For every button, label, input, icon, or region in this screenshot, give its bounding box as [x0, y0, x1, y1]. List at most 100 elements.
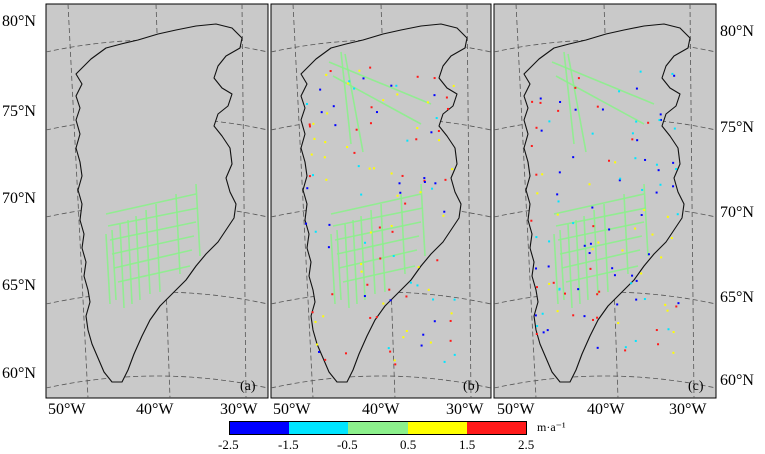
change-point: [558, 287, 561, 290]
change-point: [659, 113, 662, 116]
graticule-lat: [494, 375, 716, 389]
change-point: [655, 329, 658, 332]
ground-track: [557, 221, 645, 241]
change-point: [360, 193, 363, 196]
change-point: [393, 359, 396, 362]
colorbar-segment-2: [289, 422, 349, 434]
change-point: [591, 206, 594, 209]
change-point: [624, 346, 627, 349]
ground-track: [145, 209, 151, 295]
change-point: [675, 168, 678, 171]
change-point: [401, 174, 404, 177]
change-point: [659, 118, 662, 121]
change-point: [672, 351, 675, 354]
change-point: [387, 347, 390, 350]
change-point: [322, 315, 325, 318]
change-point: [539, 97, 542, 100]
change-point: [312, 174, 315, 177]
colorbar-tick-2: -1.5: [278, 437, 299, 452]
change-point: [614, 161, 617, 164]
change-point: [417, 266, 420, 269]
change-point: [390, 224, 393, 227]
change-point: [574, 108, 577, 111]
change-point: [547, 265, 550, 268]
change-point: [631, 274, 634, 277]
graticule-lat: [46, 291, 268, 305]
graticule-lat: [271, 117, 491, 131]
colorbar-tick-3: -0.5: [337, 437, 358, 452]
lat-label-70-right: 70°N: [720, 204, 754, 221]
map-panel-3: (c): [493, 3, 717, 399]
change-point: [375, 316, 378, 319]
change-point: [313, 137, 316, 140]
change-point: [655, 191, 658, 194]
change-point: [391, 230, 394, 233]
change-point: [389, 299, 392, 302]
change-point: [409, 281, 412, 284]
change-point: [672, 331, 675, 334]
change-point: [312, 122, 315, 125]
graticule-lat: [46, 204, 268, 218]
change-point: [363, 295, 366, 298]
change-point: [390, 84, 393, 87]
change-point: [314, 320, 317, 323]
ground-track: [400, 193, 406, 275]
ground-track: [555, 75, 645, 125]
track-points: [105, 183, 201, 309]
colorbar-tick-1: -2.5: [218, 437, 239, 452]
graticule-lat: [271, 291, 491, 305]
change-point: [634, 157, 637, 160]
change-point: [404, 202, 407, 205]
change-point: [591, 248, 594, 251]
change-point: [676, 213, 679, 216]
lat-label-70-left: 70°N: [2, 190, 36, 207]
change-point: [577, 77, 580, 80]
change-point: [535, 286, 538, 289]
change-point: [611, 267, 614, 270]
change-point: [420, 344, 423, 347]
ground-track: [551, 61, 655, 105]
change-point: [451, 168, 454, 171]
change-point: [332, 105, 335, 108]
change-point: [639, 70, 642, 73]
ground-track: [109, 221, 197, 241]
change-point: [306, 187, 309, 190]
ground-track: [555, 207, 647, 227]
colorbar-unit: m·a⁻¹: [537, 420, 566, 434]
change-point: [364, 241, 367, 244]
change-point: [334, 124, 337, 127]
ground-track: [135, 215, 141, 301]
change-point: [432, 298, 435, 301]
change-point: [346, 146, 349, 149]
colorbar-tick-6: 2.5: [518, 437, 535, 452]
change-point: [589, 267, 592, 270]
change-point: [331, 293, 334, 296]
change-point: [358, 69, 361, 72]
change-point: [396, 93, 399, 96]
change-point: [453, 353, 456, 356]
map-panel-1: (a): [45, 3, 269, 399]
change-point: [657, 343, 660, 346]
change-point: [658, 119, 661, 122]
ground-track: [360, 215, 366, 301]
graticule-lat: [46, 375, 268, 389]
change-point: [429, 341, 432, 344]
change-point: [369, 122, 372, 125]
change-point: [416, 284, 419, 287]
change-point: [556, 213, 559, 216]
change-point: [608, 228, 611, 231]
ground-track: [111, 235, 195, 255]
ground-track: [567, 53, 587, 153]
change-point: [536, 192, 539, 195]
change-point: [426, 101, 429, 104]
change-point: [438, 139, 441, 142]
change-point: [423, 181, 426, 184]
ground-track: [643, 183, 649, 257]
change-point: [630, 282, 633, 285]
change-point: [670, 237, 673, 240]
change-point: [392, 254, 395, 257]
change-point: [574, 86, 577, 89]
lon-label-50w-1: 50°W: [48, 401, 86, 418]
lat-label-75-right: 75°N: [720, 119, 754, 136]
ground-track: [583, 215, 589, 301]
